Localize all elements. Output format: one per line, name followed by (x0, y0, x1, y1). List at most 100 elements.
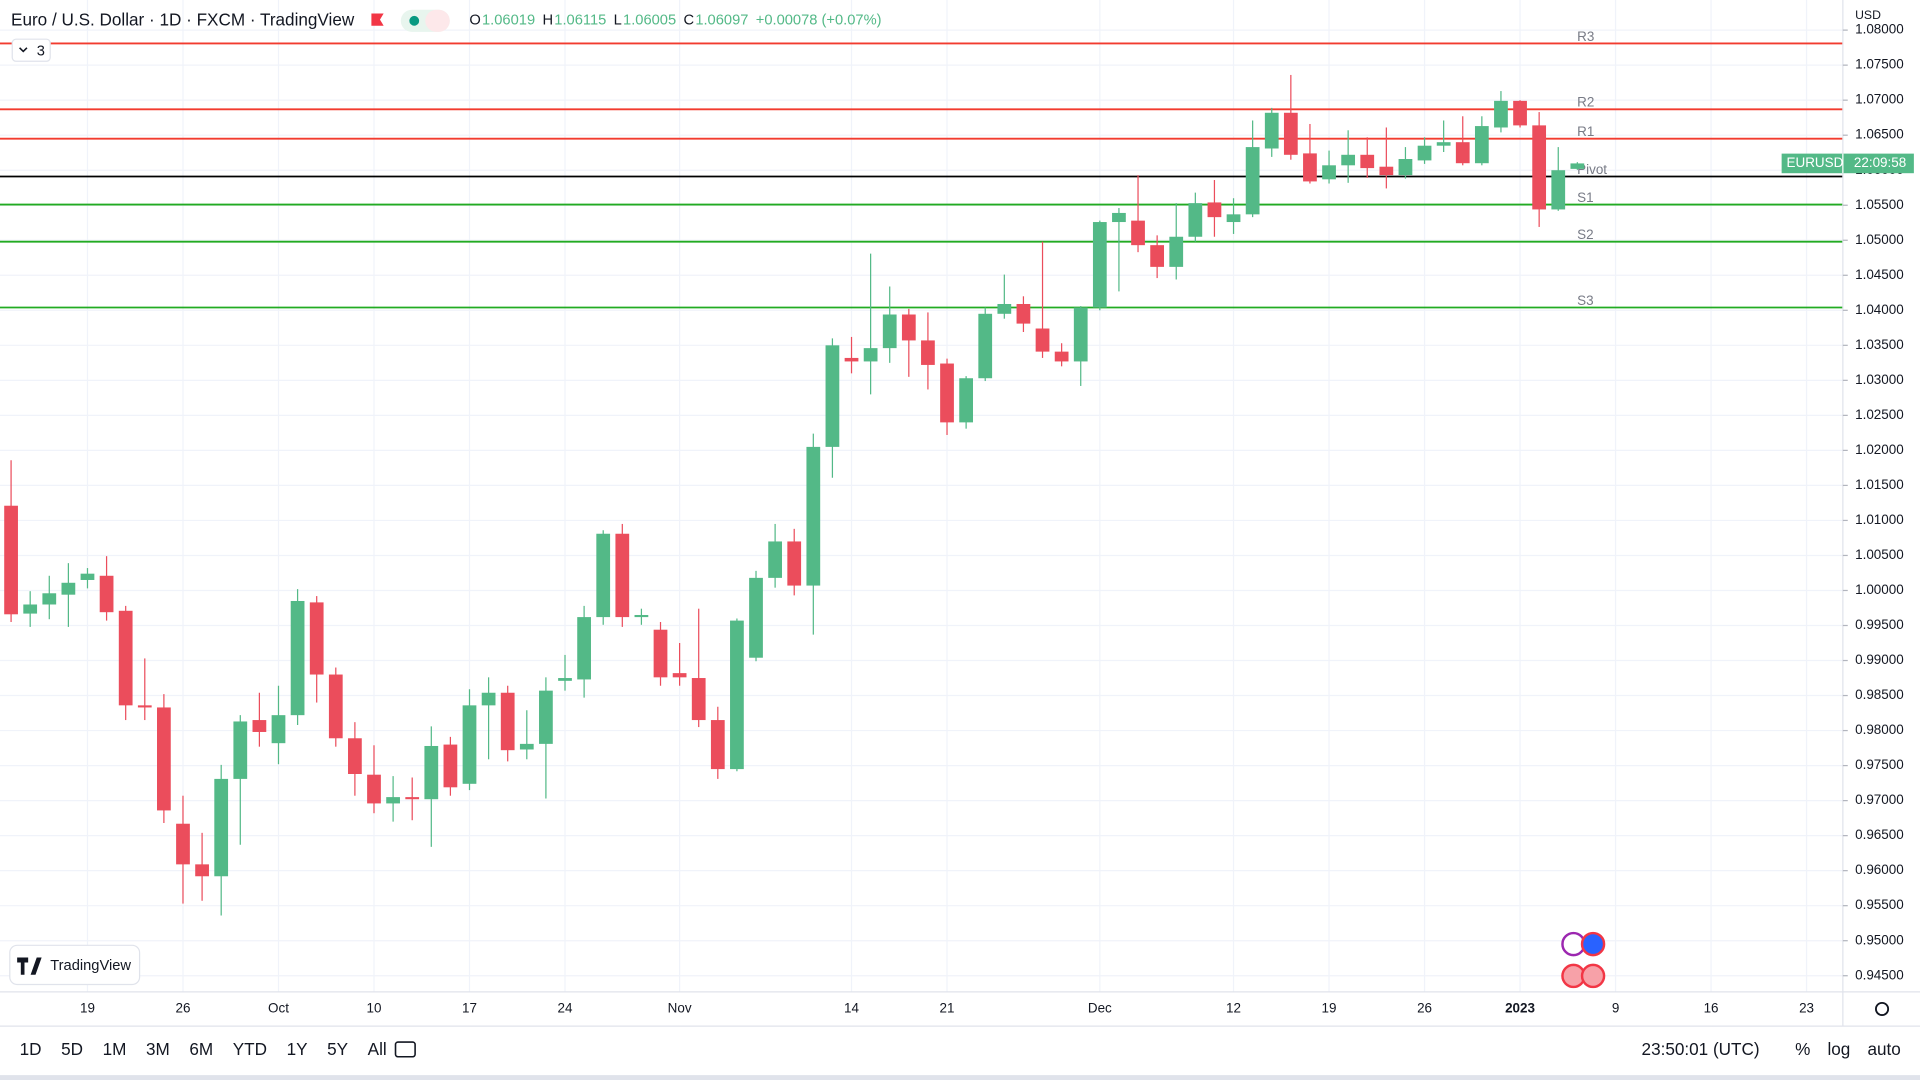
candle-body (424, 745, 439, 800)
candle-body (1494, 100, 1508, 128)
x-tick-label: 10 (367, 1001, 382, 1016)
candle-body (1360, 154, 1375, 169)
candle-body (730, 620, 744, 770)
y-tick-label: 0.99000 (1855, 652, 1904, 667)
candle-body (1436, 142, 1451, 146)
candle-body (1035, 328, 1050, 352)
date-range-icon[interactable] (394, 1041, 416, 1058)
y-tick-label: 1.01000 (1855, 512, 1904, 527)
logo-box[interactable] (9, 944, 141, 986)
y-tick-label: 1.02000 (1855, 442, 1904, 457)
x-tick-label: 17 (462, 1001, 477, 1016)
candle-body (1455, 142, 1470, 164)
logo-text: TradingView (50, 958, 131, 974)
ohlc-value: 1.06097 (695, 13, 748, 29)
clock: 23:50:01 (UTC) (1642, 1039, 1760, 1059)
candle-body (1092, 222, 1107, 308)
candle-body (1303, 153, 1317, 182)
indicator-toggle[interactable] (11, 38, 51, 62)
pivot-level-label: R2 (1577, 95, 1594, 110)
candle-body (405, 797, 420, 800)
candle-body (1341, 154, 1356, 166)
candle-body (882, 314, 897, 349)
symbol-label: EURUSD (1787, 155, 1844, 170)
candle-body (653, 629, 668, 678)
candle-body (290, 600, 305, 716)
candle-body (1551, 170, 1566, 210)
timeframe-button[interactable]: 5Y (327, 1039, 349, 1059)
chart-title: Euro / U.S. Dollar · 1D · FXCM · Trading… (11, 9, 355, 29)
y-tick-label: 0.96000 (1855, 862, 1904, 877)
candle-body (195, 864, 209, 877)
candle-body (1054, 351, 1069, 362)
candle-body (1245, 147, 1260, 215)
timeframe-button[interactable]: YTD (233, 1039, 267, 1059)
candle-body (348, 738, 362, 774)
candle-body (252, 720, 267, 732)
y-tick-label: 0.95000 (1855, 932, 1904, 947)
candle-body (23, 604, 38, 614)
timeframe-button[interactable]: 6M (189, 1039, 213, 1059)
pivot-level-label: R1 (1577, 124, 1594, 139)
candle-body (1570, 163, 1585, 169)
us-flag-icon[interactable] (1580, 963, 1606, 989)
candle-body (1398, 159, 1413, 176)
logo-icon (17, 957, 42, 975)
y-tick-label: 1.04000 (1855, 302, 1904, 317)
candle-body (328, 674, 343, 739)
ohlc-value: 1.06005 (623, 13, 676, 29)
scale-button[interactable]: log (1827, 1039, 1850, 1059)
pivot-level-label: S1 (1577, 190, 1593, 205)
candle-body (1264, 112, 1279, 149)
y-tick-label: 1.07000 (1855, 92, 1904, 107)
currency-label[interactable]: USD (1855, 8, 1881, 22)
scale-button[interactable]: % (1795, 1039, 1810, 1059)
candle-body (309, 602, 324, 675)
timeframe-button[interactable]: 5D (61, 1039, 83, 1059)
candle-body (691, 678, 706, 721)
last-price-box (1781, 153, 1914, 174)
scale-button[interactable]: auto (1867, 1039, 1900, 1059)
candle-body (42, 593, 57, 605)
y-tick-label: 1.03000 (1855, 372, 1904, 387)
candle-body (1379, 166, 1394, 176)
timeframe-button[interactable]: 1D (20, 1039, 42, 1059)
timeframe-button[interactable]: 1M (103, 1039, 127, 1059)
x-tick-label: 24 (558, 1001, 573, 1016)
settings-icon[interactable] (1875, 1001, 1890, 1017)
candle-body (863, 348, 878, 362)
y-tick-label: 0.99500 (1855, 617, 1904, 632)
candle-body (1474, 126, 1489, 164)
candle-body (118, 610, 133, 706)
candle-body (539, 690, 553, 744)
candle-body (558, 678, 572, 681)
candle-body (634, 614, 649, 618)
candle-body (176, 823, 190, 865)
x-tick-label: 9 (1612, 1001, 1619, 1016)
candle-body (577, 617, 591, 680)
candle-body (462, 705, 477, 784)
candle-body (1112, 212, 1126, 223)
candle-body (787, 541, 802, 586)
y-tick-label: 0.98000 (1855, 722, 1904, 737)
candle-body (749, 577, 763, 658)
y-tick-label: 0.98500 (1855, 687, 1904, 702)
y-tick-label: 1.08000 (1855, 22, 1904, 37)
candle-body (921, 340, 935, 365)
pivot-level-label: S2 (1577, 227, 1593, 242)
candle-body (940, 363, 954, 423)
candle-body (710, 720, 725, 770)
x-tick-label: 26 (1417, 1001, 1432, 1016)
candle-body (386, 797, 400, 804)
candle-body (214, 778, 229, 877)
y-tick-label: 1.05500 (1855, 197, 1904, 212)
candle-body (959, 378, 974, 423)
eu-flag-icon[interactable] (1580, 931, 1606, 957)
timeframe-button[interactable]: 1Y (287, 1039, 309, 1059)
timeframe-button[interactable]: All (368, 1039, 387, 1059)
bottom-strip (0, 1075, 1920, 1080)
x-tick-label: 12 (1226, 1001, 1241, 1016)
y-tick-label: 0.96500 (1855, 827, 1904, 842)
y-tick-label: 1.00500 (1855, 547, 1904, 562)
timeframe-button[interactable]: 3M (146, 1039, 170, 1059)
